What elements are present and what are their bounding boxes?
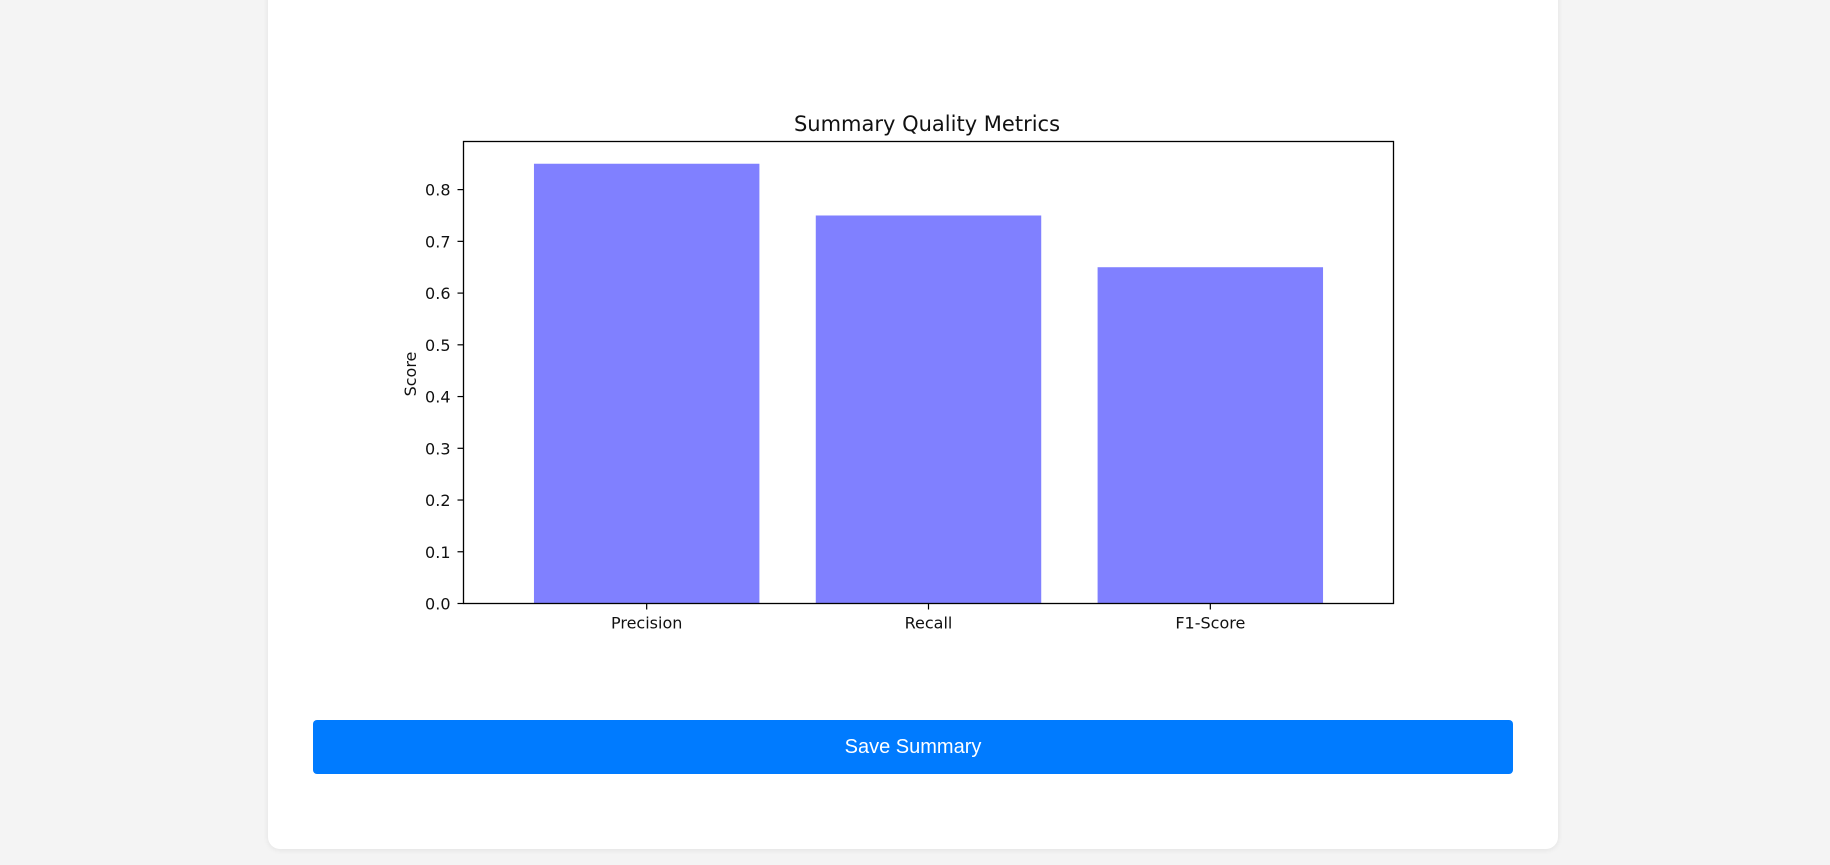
chart-title: Summary Quality Metrics bbox=[794, 112, 1060, 136]
y-tick-label: 0.2 bbox=[425, 491, 450, 510]
y-tick-label: 0.6 bbox=[425, 284, 450, 303]
bars bbox=[533, 163, 1324, 604]
y-tick-label: 0.7 bbox=[425, 232, 450, 251]
x-tick-label: F1-Score bbox=[1175, 614, 1245, 633]
y-tick-label: 0.3 bbox=[425, 439, 450, 458]
y-tick-label: 0.1 bbox=[425, 543, 450, 562]
plot-frame bbox=[462, 140, 1395, 605]
x-tick-label: Recall bbox=[905, 614, 953, 633]
y-tick-label: 0.5 bbox=[425, 336, 450, 355]
y-tick-label: 0.0 bbox=[425, 595, 450, 614]
bar-f1-score bbox=[1097, 267, 1324, 604]
y-axis: 0.0 0.1 0.2 0.3 0.4 0.5 0.6 0.7 0.8 bbox=[425, 181, 464, 614]
bar-recall bbox=[815, 215, 1042, 604]
x-tick-label: Precision bbox=[611, 614, 682, 633]
y-tick-label: 0.4 bbox=[425, 388, 450, 407]
y-tick-label: 0.8 bbox=[425, 181, 450, 200]
save-summary-button[interactable]: Save Summary bbox=[313, 720, 1513, 774]
y-axis-label: Score bbox=[401, 352, 420, 397]
x-axis: Precision Recall F1-Score bbox=[611, 603, 1245, 633]
bar-precision bbox=[533, 163, 760, 604]
